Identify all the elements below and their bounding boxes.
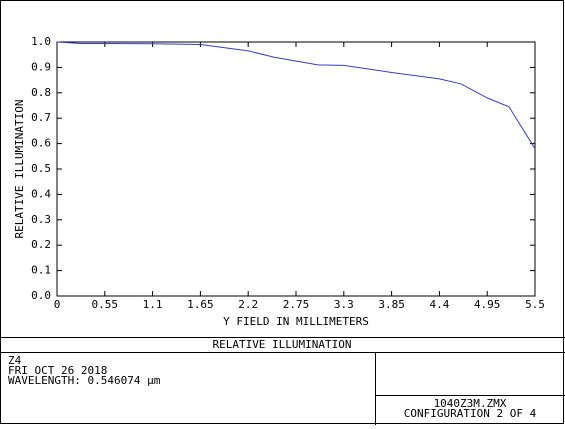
plot-frame — [56, 41, 536, 297]
x-axis-label: Y FIELD IN MILLIMETERS — [223, 315, 369, 328]
y-tick-label: 0.0 — [31, 289, 51, 302]
x-tick-label: 2.75 — [283, 298, 310, 311]
footer-title: RELATIVE ILLUMINATION — [212, 338, 351, 351]
data-line — [56, 41, 536, 149]
footer-line: FRI OCT 26 2018 — [8, 364, 107, 377]
x-tick-label: 0.55 — [92, 298, 119, 311]
x-tick-label: 4.4 — [429, 298, 449, 311]
configuration: CONFIGURATION 2 OF 4 — [404, 407, 537, 420]
y-axis-label: RELATIVE ILLUMINATION — [13, 99, 26, 238]
y-tick-label: 0.1 — [31, 264, 51, 277]
footer-line: Z4 — [8, 354, 22, 367]
y-tick-label: 0.7 — [31, 111, 51, 124]
file-name: 1040Z3M.ZMX — [434, 397, 507, 410]
y-tick-label: 0.2 — [31, 238, 51, 251]
x-tick-label: 5.5 — [525, 298, 545, 311]
x-tick-label: 3.85 — [378, 298, 405, 311]
footer-line: WAVELENGTH: 0.546074 µm — [8, 374, 161, 387]
y-tick-label: 0.4 — [31, 187, 51, 200]
x-tick-label: 0 — [54, 298, 61, 311]
y-tick-label: 0.9 — [31, 60, 51, 73]
y-tick-label: 0.5 — [31, 162, 51, 175]
x-tick-label: 3.3 — [334, 298, 354, 311]
y-tick-label: 0.6 — [31, 137, 51, 150]
y-tick-label: 0.3 — [31, 213, 51, 226]
x-tick-label: 2.2 — [238, 298, 258, 311]
y-tick-label: 1.0 — [31, 35, 51, 48]
x-tick-label: 1.1 — [143, 298, 163, 311]
x-tick-label: 4.95 — [474, 298, 501, 311]
x-tick-label: 1.65 — [187, 298, 214, 311]
y-tick-label: 0.8 — [31, 86, 51, 99]
